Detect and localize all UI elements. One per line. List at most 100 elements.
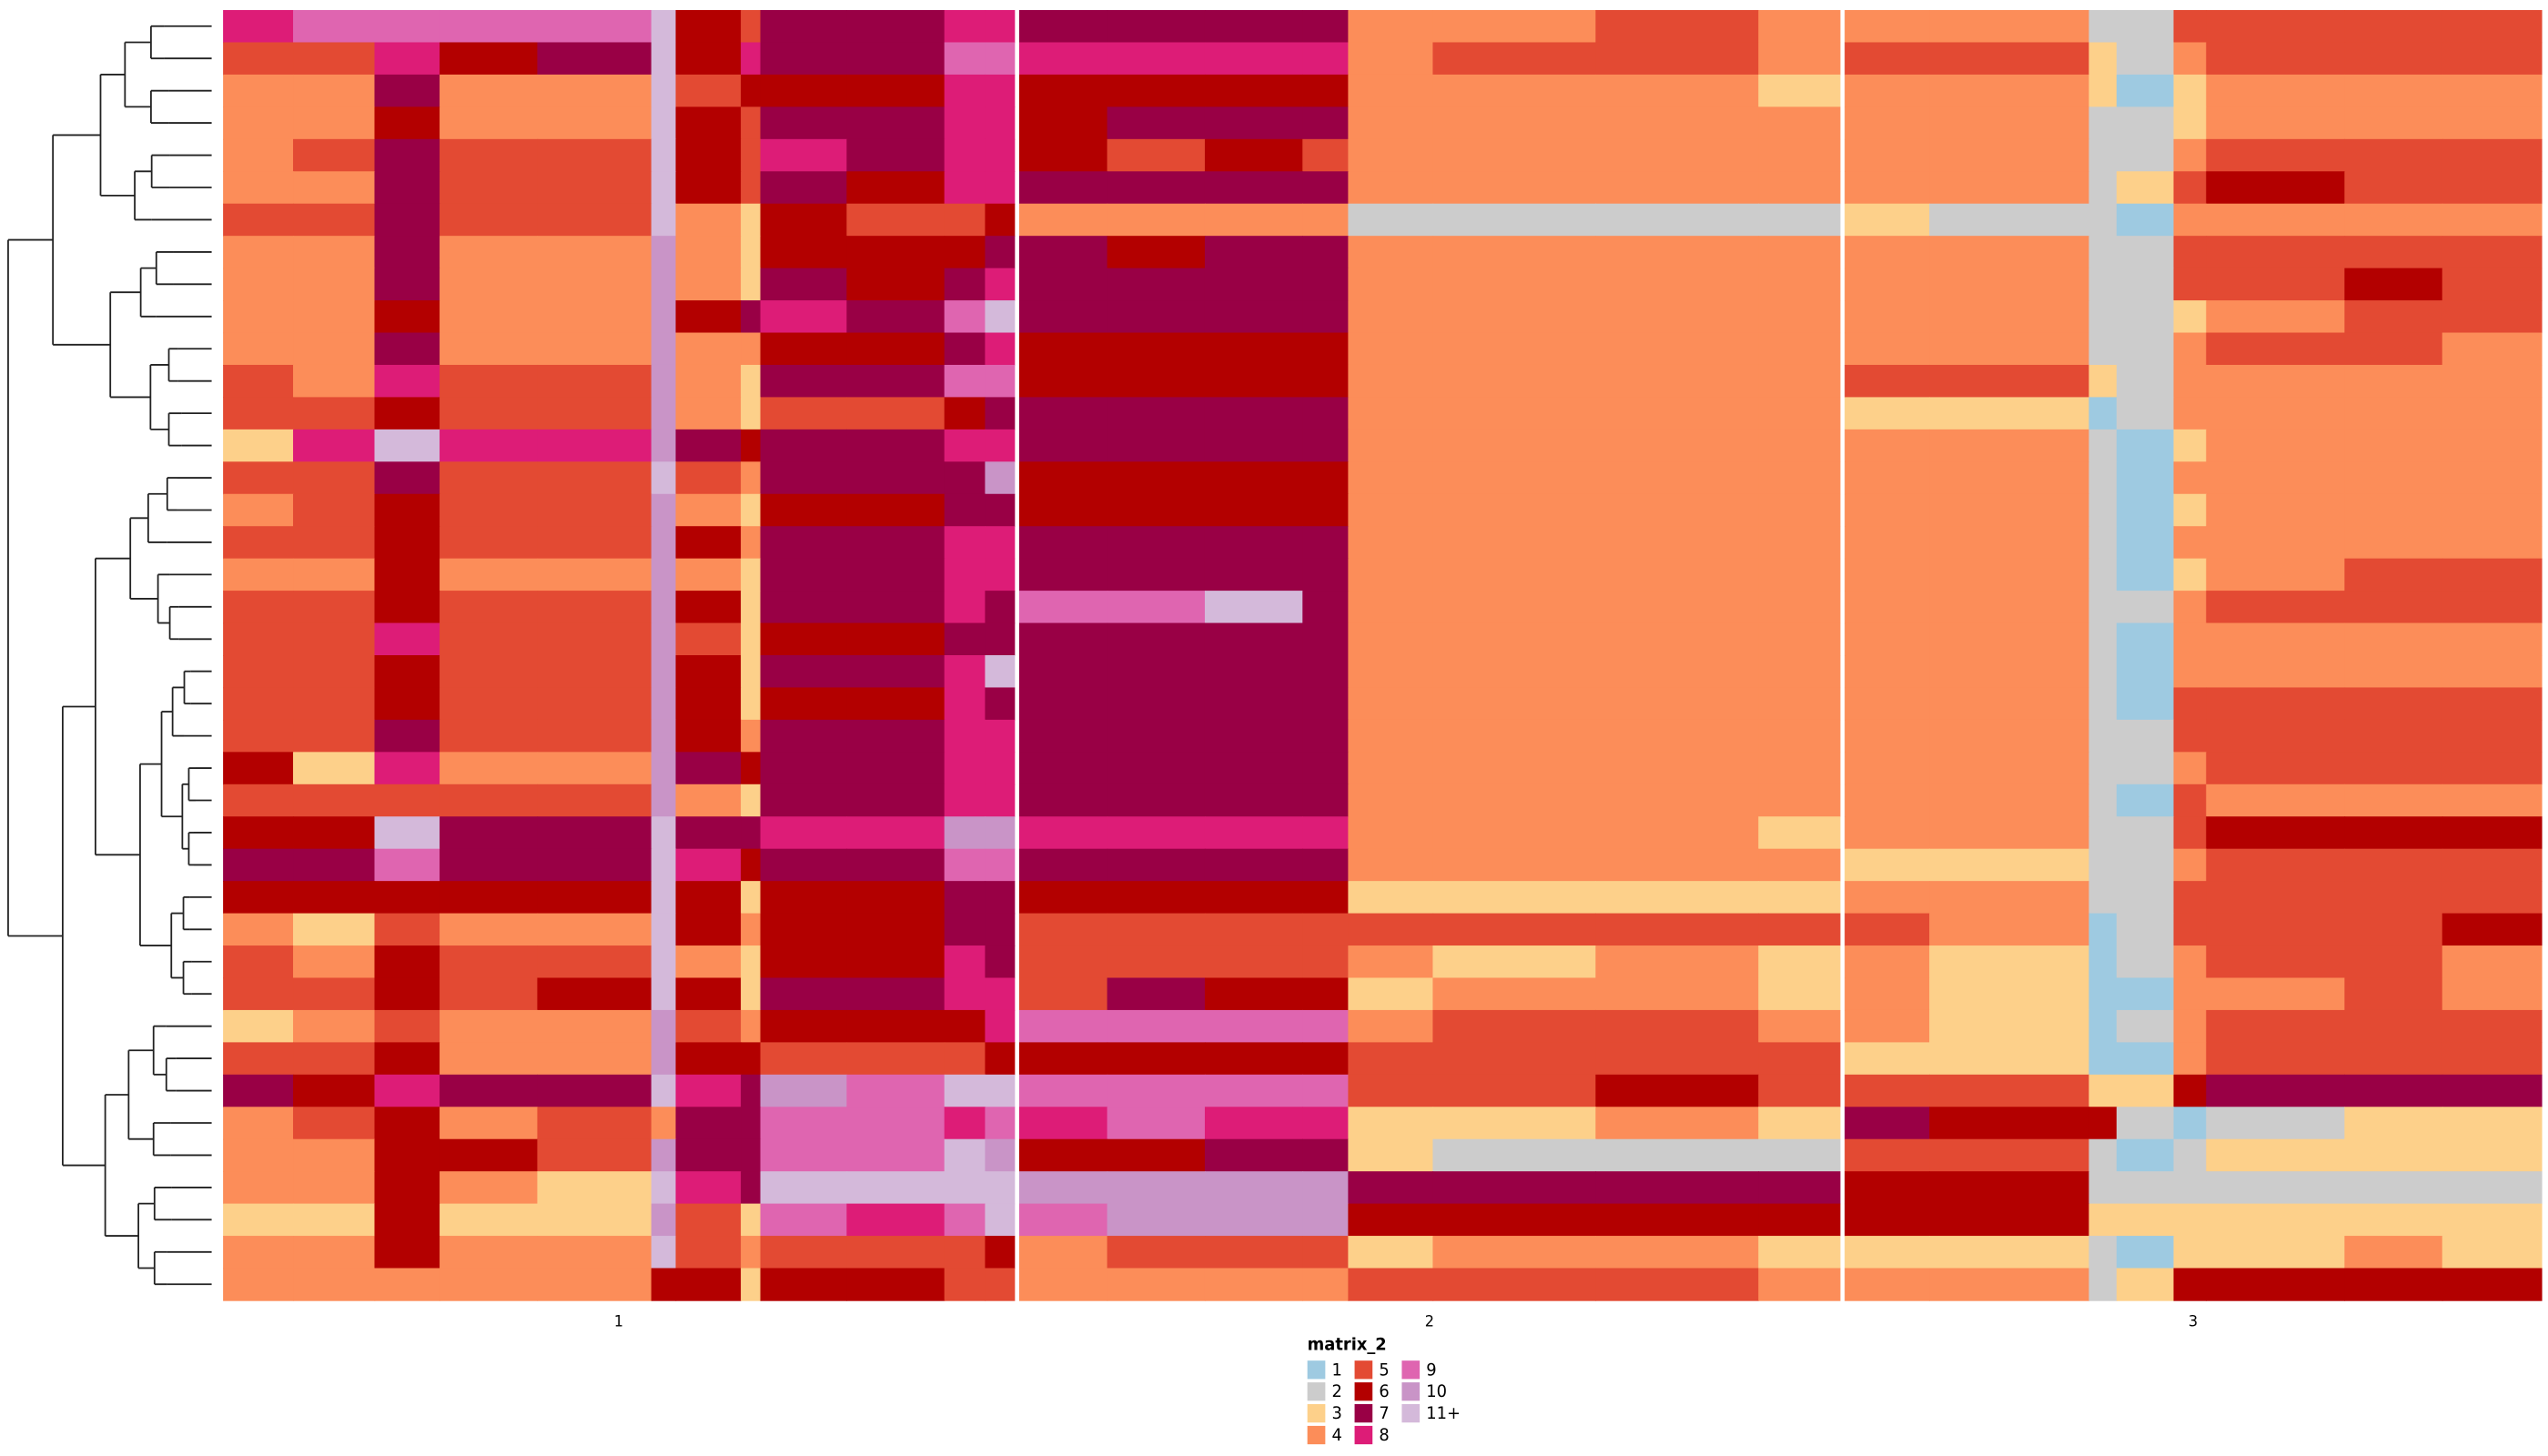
heatmap-cell <box>846 945 945 979</box>
heatmap-cell <box>741 42 762 76</box>
heatmap-cell <box>1204 236 1304 269</box>
heatmap-cell <box>223 1138 294 1172</box>
heatmap-cell <box>2088 1074 2118 1108</box>
heatmap-cell <box>1348 332 1434 366</box>
heatmap-cell <box>2173 203 2207 237</box>
heatmap-cell <box>985 203 1016 237</box>
heatmap-cell <box>440 1203 539 1237</box>
heatmap-cell <box>1432 591 1597 624</box>
heatmap-cell <box>985 397 1016 430</box>
heatmap-cell <box>293 203 376 237</box>
heatmap-cell <box>1204 687 1304 721</box>
heatmap-cell <box>651 10 677 44</box>
heatmap-cell <box>2206 1074 2346 1108</box>
heatmap-cell <box>1845 687 1930 721</box>
heatmap-cell <box>1348 977 1434 1011</box>
heatmap-cell <box>846 203 945 237</box>
heatmap-cell <box>651 622 677 656</box>
heatmap-cell <box>760 752 848 785</box>
heatmap-cell <box>1929 816 2090 850</box>
heatmap-cell <box>2344 364 2443 399</box>
heatmap-cell <box>2173 558 2207 592</box>
heatmap-cell <box>440 558 539 592</box>
heatmap-cell <box>1845 913 1930 946</box>
heatmap-cell <box>2206 913 2346 946</box>
heatmap-cell <box>1845 1203 1930 1237</box>
heatmap-cell <box>2173 719 2207 753</box>
heatmap-cell <box>2442 977 2543 1011</box>
heatmap-cell <box>223 1042 294 1076</box>
heatmap-cell <box>675 1203 742 1237</box>
heatmap-cell <box>223 461 294 495</box>
heatmap-cell <box>2116 752 2175 785</box>
heatmap-cell <box>1019 332 1108 366</box>
heatmap-cell <box>293 1074 376 1108</box>
heatmap-cell <box>1845 719 1930 753</box>
heatmap-cell <box>2173 655 2207 689</box>
heatmap-cell <box>985 655 1016 689</box>
heatmap-cell <box>223 332 294 366</box>
heatmap-cell <box>2088 1268 2118 1301</box>
heatmap-cell <box>760 1171 848 1205</box>
heatmap-cell <box>1019 461 1108 495</box>
heatmap-cell <box>1019 687 1108 721</box>
heatmap-cell <box>1302 236 1350 269</box>
heatmap-cell <box>1302 397 1350 430</box>
heatmap-cell <box>1929 784 2090 817</box>
heatmap-cell <box>1758 10 1841 44</box>
heatmap-cell <box>2442 526 2543 560</box>
heatmap-cell <box>944 493 986 527</box>
heatmap-cell <box>1302 719 1350 753</box>
heatmap-cell <box>1204 558 1304 592</box>
heatmap-cell <box>1845 1107 1930 1140</box>
heatmap-cell <box>1107 397 1206 430</box>
heatmap-cell <box>2442 300 2543 334</box>
heatmap-cell <box>760 945 848 979</box>
heatmap-cell <box>741 719 762 753</box>
legend-swatch <box>1354 1360 1373 1380</box>
heatmap-cell <box>1595 1171 1759 1205</box>
heatmap-cell <box>1019 752 1108 785</box>
heatmap-cell <box>651 236 677 269</box>
heatmap-cell <box>1758 655 1841 689</box>
heatmap-cell <box>846 816 945 850</box>
heatmap-cell <box>1758 106 1841 140</box>
heatmap-cell <box>2206 74 2346 108</box>
heatmap-cell <box>985 106 1016 140</box>
heatmap-cell <box>1432 138 1597 173</box>
heatmap-cell <box>374 429 440 463</box>
heatmap-cell <box>1348 1074 1434 1108</box>
heatmap-cell <box>1302 1107 1350 1140</box>
heatmap-cell <box>1204 848 1304 882</box>
heatmap-cell <box>440 848 539 882</box>
legend-label: 9 <box>1426 1360 1436 1380</box>
heatmap-cell <box>760 526 848 560</box>
heatmap-cell <box>675 1268 742 1301</box>
heatmap-cell <box>985 42 1016 76</box>
heatmap-cell <box>985 945 1016 979</box>
heatmap-cell <box>741 848 762 882</box>
heatmap-cell <box>1929 1074 2090 1108</box>
heatmap-cell <box>741 622 762 656</box>
heatmap-cell <box>846 526 945 560</box>
heatmap-cell <box>2088 1107 2118 1140</box>
heatmap-cell <box>1845 784 1930 817</box>
heatmap-cell <box>374 171 440 205</box>
heatmap-cell <box>1758 784 1841 817</box>
heatmap-cell <box>846 236 945 269</box>
heatmap-cell <box>1204 913 1304 946</box>
heatmap-cell <box>1107 332 1206 366</box>
heatmap-cell <box>944 10 986 44</box>
heatmap-cell <box>2173 881 2207 915</box>
heatmap-cell <box>985 1107 1016 1140</box>
heatmap-cell <box>651 138 677 173</box>
heatmap-cell <box>985 784 1016 817</box>
heatmap-cell <box>2116 719 2175 753</box>
heatmap-cell <box>440 816 539 850</box>
heatmap-cell <box>1019 784 1108 817</box>
heatmap-cell <box>537 268 652 301</box>
heatmap-cell <box>1019 300 1108 334</box>
heatmap-cell <box>293 1042 376 1076</box>
heatmap-cell <box>2442 848 2543 882</box>
heatmap-cell <box>2173 687 2207 721</box>
